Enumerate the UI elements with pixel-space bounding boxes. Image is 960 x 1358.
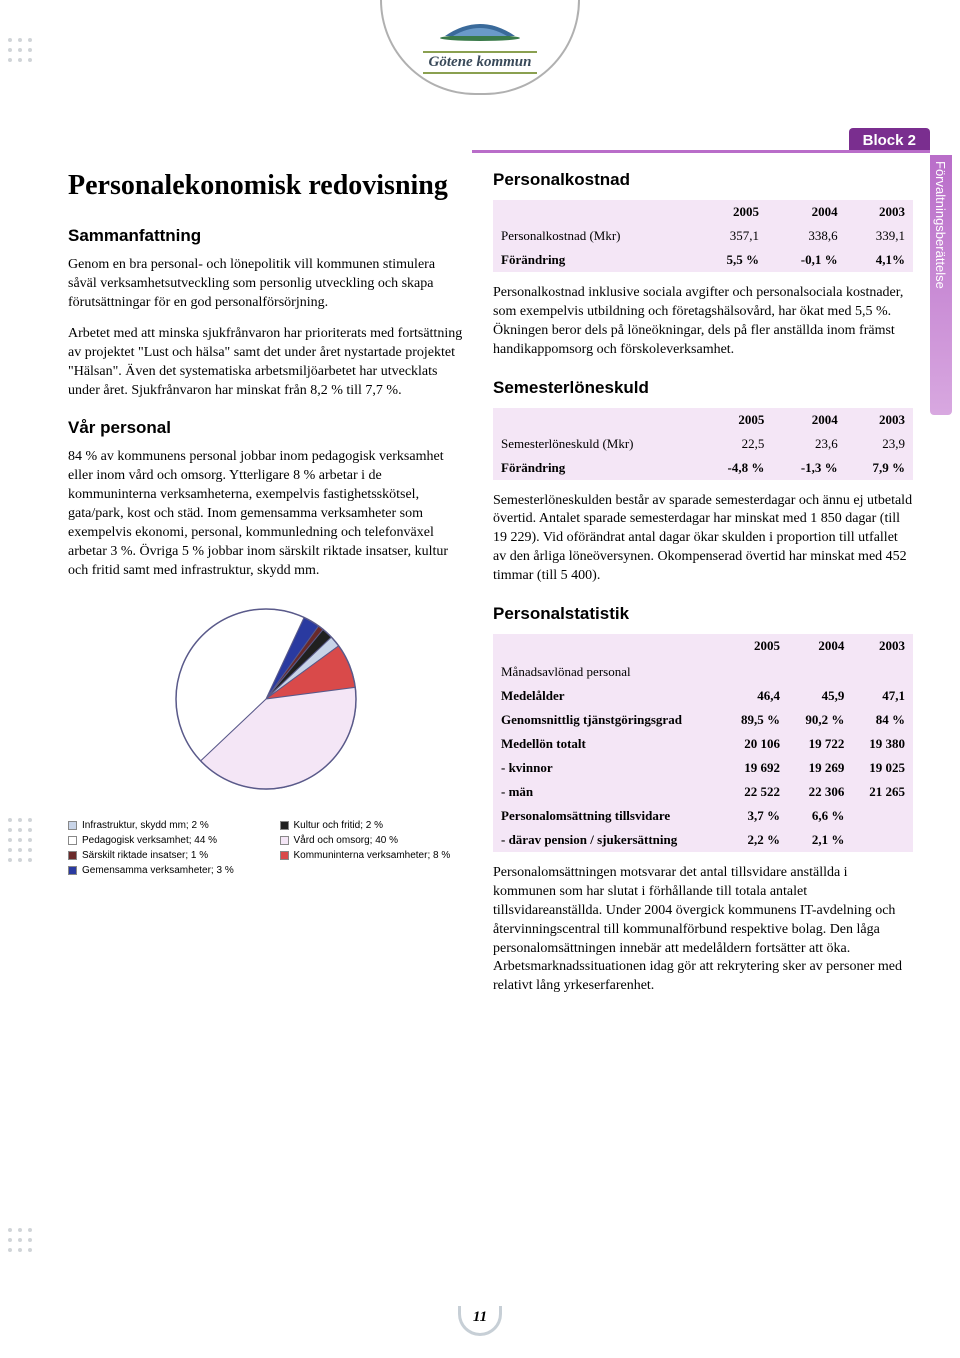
table-semesterloneskuld: 200520042003Semesterlöneskuld (Mkr)22,52… (493, 408, 913, 480)
header-rule (472, 150, 930, 153)
left-column: Personalekonomisk redovisning Sammanfatt… (68, 170, 463, 1008)
legend-label: Pedagogisk verksamhet; 44 % (82, 835, 217, 846)
pie-legend: Infrastruktur, skydd mm; 2 % Pedagogisk v… (68, 820, 463, 880)
legend-item: Pedagogisk verksamhet; 44 % (68, 835, 252, 846)
legend-label: Kommuninterna verksamheter; 8 % (294, 850, 451, 861)
legend-swatch (68, 821, 77, 830)
legend-swatch (280, 851, 289, 860)
page-number: 11 (458, 1306, 502, 1336)
legend-item: Kommuninterna verksamheter; 8 % (280, 850, 464, 861)
section-var-personal: Vår personal (68, 418, 463, 438)
logo-mountain-icon (435, 10, 525, 42)
section-personalstatistik: Personalstatistik (493, 604, 913, 624)
section-semesterloneskuld: Semesterlöneskuld (493, 378, 913, 398)
legend-swatch (280, 836, 289, 845)
legend-item: Kultur och fritid; 2 % (280, 820, 464, 831)
legend-swatch (68, 866, 77, 875)
section-personalkostnad: Personalkostnad (493, 170, 913, 190)
para-s1-2: Arbetet med att minska sjukfrånvaron har… (68, 325, 463, 401)
para-t1: Personalkostnad inklusive sociala avgift… (493, 284, 913, 360)
table-personalstatistik: 200520042003Månadsavlönad personalMedelå… (493, 634, 913, 852)
legend-swatch (68, 851, 77, 860)
section-sammanfattning: Sammanfattning (68, 226, 463, 246)
side-tab: Förvaltningsberättelse (930, 155, 952, 415)
legend-label: Särskilt riktade insatser; 1 % (82, 850, 208, 861)
legend-label: Vård och omsorg; 40 % (294, 835, 399, 846)
page-title: Personalekonomisk redovisning (68, 170, 463, 202)
legend-swatch (280, 821, 289, 830)
legend-label: Infrastruktur, skydd mm; 2 % (82, 820, 209, 831)
pie-chart: Infrastruktur, skydd mm; 2 % Pedagogisk v… (68, 599, 463, 880)
right-column: Personalkostnad 200520042003Personalkost… (493, 170, 913, 1008)
logo-text: Götene kommun (423, 51, 538, 74)
logo: Götene kommun (380, 0, 580, 95)
decorative-dots (0, 0, 48, 1358)
para-s1-1: Genom en bra personal- och lönepolitik v… (68, 256, 463, 313)
legend-label: Gemensamma verksamheter; 3 % (82, 865, 234, 876)
para-t3: Personalomsättningen motsvarar det antal… (493, 864, 913, 996)
legend-item: Särskilt riktade insatser; 1 % (68, 850, 252, 861)
legend-item: Vård och omsorg; 40 % (280, 835, 464, 846)
para-t2: Semesterlöneskulden består av sparade se… (493, 492, 913, 586)
legend-item: Infrastruktur, skydd mm; 2 % (68, 820, 252, 831)
para-s2-1: 84 % av kommunens personal jobbar inom p… (68, 448, 463, 580)
side-tab-label: Förvaltningsberättelse (933, 161, 948, 289)
legend-label: Kultur och fritid; 2 % (294, 820, 383, 831)
legend-swatch (68, 836, 77, 845)
legend-item: Gemensamma verksamheter; 3 % (68, 865, 252, 876)
table-personalkostnad: 200520042003Personalkostnad (Mkr)357,133… (493, 200, 913, 272)
